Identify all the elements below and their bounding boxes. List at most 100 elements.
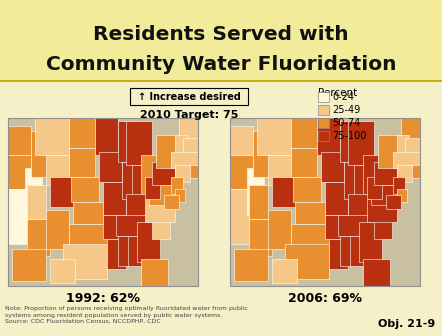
Bar	[27, 185, 46, 219]
Bar	[25, 168, 42, 215]
Text: 1992: 62%: 1992: 62%	[66, 292, 140, 304]
Bar	[318, 118, 329, 128]
Bar	[393, 177, 405, 194]
Bar	[27, 219, 50, 256]
Bar	[8, 118, 198, 286]
Bar	[253, 131, 272, 177]
Bar	[268, 155, 291, 185]
Bar	[141, 259, 168, 286]
Bar	[378, 135, 405, 168]
Bar	[145, 177, 160, 199]
Bar	[230, 126, 253, 155]
Bar	[175, 188, 185, 202]
Bar	[71, 177, 99, 202]
Bar	[118, 236, 135, 266]
Text: 2006: 69%: 2006: 69%	[288, 292, 362, 304]
Text: Residents Served with: Residents Served with	[93, 26, 349, 44]
Bar	[317, 118, 340, 155]
Bar	[329, 239, 348, 269]
Bar	[408, 165, 420, 178]
Bar	[318, 105, 329, 115]
Bar	[397, 165, 412, 182]
Bar	[318, 92, 329, 102]
Bar	[293, 177, 321, 202]
Bar	[249, 185, 268, 219]
Bar	[72, 202, 103, 224]
Bar	[69, 118, 95, 148]
Bar	[230, 118, 420, 286]
Bar	[0, 80, 442, 336]
Bar	[69, 148, 95, 177]
Bar	[363, 259, 389, 286]
Bar	[397, 135, 408, 155]
Bar	[141, 155, 156, 194]
Bar	[8, 126, 31, 155]
Bar	[95, 118, 118, 155]
Bar	[291, 224, 331, 246]
Text: 75-100: 75-100	[332, 131, 366, 141]
Bar	[295, 202, 325, 224]
Bar	[350, 236, 367, 266]
Bar	[107, 239, 126, 269]
Text: ↑ Increase desired: ↑ Increase desired	[137, 91, 240, 101]
Bar	[359, 222, 382, 262]
Bar	[340, 121, 359, 162]
Bar	[126, 194, 156, 219]
Bar	[183, 138, 198, 160]
Bar	[249, 219, 272, 256]
Bar	[285, 244, 329, 279]
Bar	[8, 118, 198, 286]
Text: Obj. 21-9: Obj. 21-9	[378, 319, 435, 329]
Text: 50-74: 50-74	[332, 118, 360, 128]
Bar	[34, 118, 69, 155]
Bar	[31, 131, 50, 177]
Bar	[374, 162, 397, 185]
Bar	[164, 195, 179, 209]
Text: 25-49: 25-49	[332, 105, 360, 115]
Bar	[63, 244, 107, 279]
Bar	[257, 118, 291, 155]
Bar	[230, 188, 251, 244]
Bar	[397, 188, 407, 202]
Bar	[12, 249, 46, 281]
Bar	[338, 215, 374, 236]
Bar	[103, 215, 126, 239]
Bar	[321, 152, 344, 182]
Bar	[401, 118, 420, 143]
Bar	[325, 215, 348, 239]
Bar	[230, 118, 420, 286]
Bar	[156, 135, 183, 168]
Bar	[50, 177, 75, 207]
Bar	[348, 194, 378, 219]
Text: Percent: Percent	[318, 88, 357, 98]
Bar	[137, 222, 160, 262]
Bar	[175, 135, 187, 155]
Bar	[103, 182, 126, 215]
Bar	[130, 88, 248, 105]
Bar	[69, 224, 109, 246]
Text: 0-24: 0-24	[332, 92, 354, 102]
Bar	[122, 162, 137, 199]
Bar	[291, 148, 317, 177]
Bar	[367, 199, 397, 222]
Bar	[247, 168, 264, 215]
Bar	[393, 152, 420, 168]
Bar	[99, 152, 122, 182]
Bar	[344, 162, 359, 199]
Bar	[370, 185, 397, 205]
Bar	[152, 215, 169, 239]
Bar	[116, 215, 152, 236]
Bar	[152, 162, 175, 185]
Bar	[268, 210, 291, 249]
Bar	[325, 182, 348, 215]
Bar	[187, 165, 198, 178]
Bar	[171, 177, 183, 194]
Bar	[0, 0, 442, 80]
Bar	[132, 165, 147, 195]
Bar	[340, 236, 357, 266]
Bar	[234, 249, 268, 281]
Bar	[318, 131, 329, 141]
Bar	[348, 121, 374, 165]
Bar	[363, 155, 378, 194]
Bar	[272, 259, 297, 283]
